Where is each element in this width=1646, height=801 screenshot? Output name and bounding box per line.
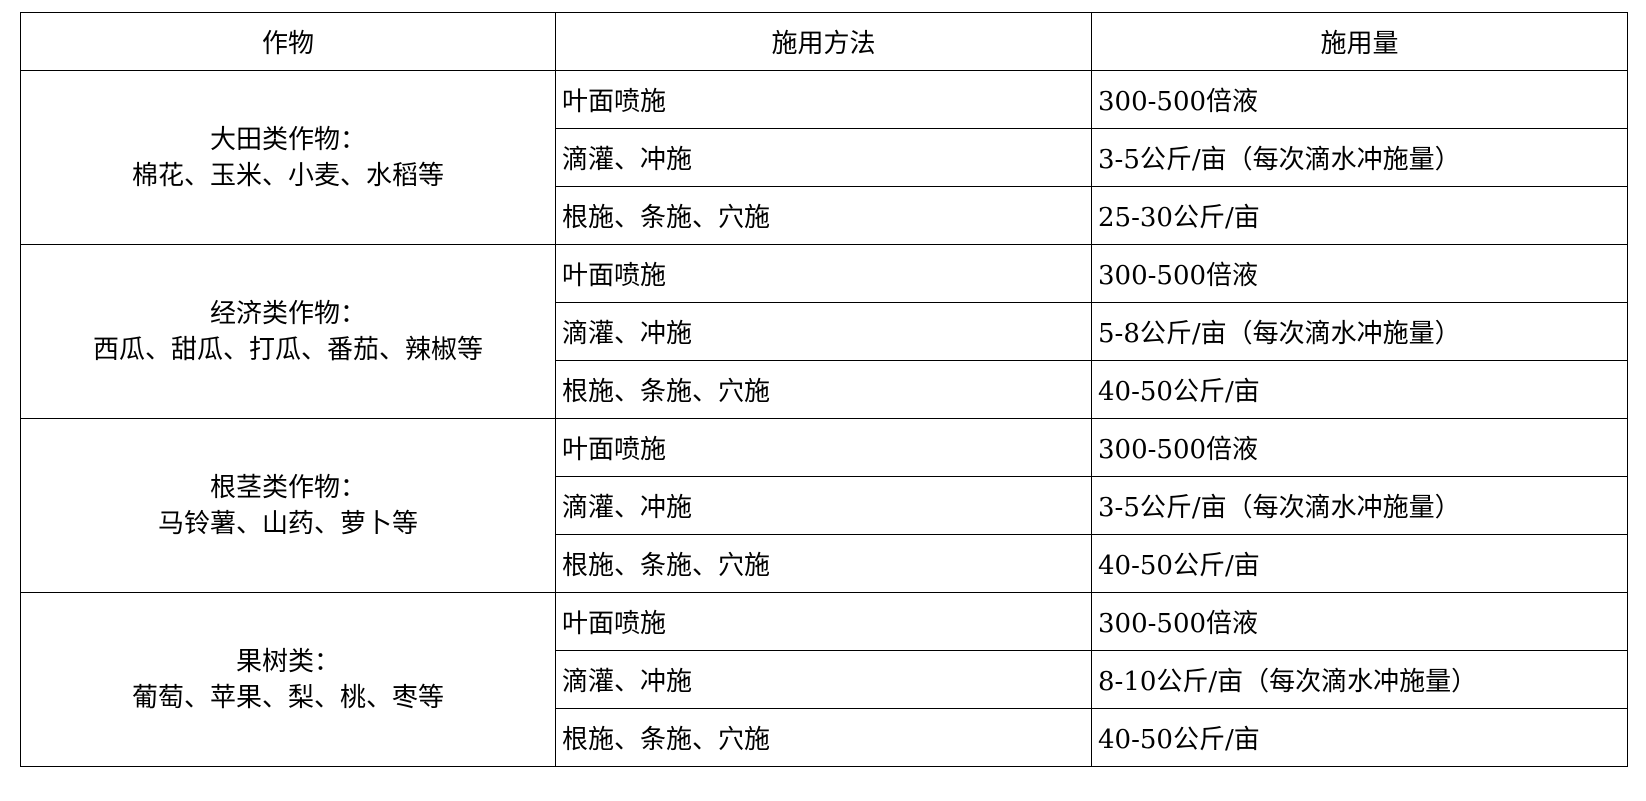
crop-examples: 棉花、玉米、小麦、水稻等 xyxy=(131,160,444,191)
method-cell: 滴灌、冲施 xyxy=(555,128,1092,187)
amount-cell: 40-50公斤/亩 xyxy=(1091,708,1628,767)
crop-category: 大田类作物： xyxy=(209,124,366,155)
method-cell: 叶面喷施 xyxy=(555,244,1092,303)
crop-cell: 经济类作物： 西瓜、甜瓜、打瓜、番茄、辣椒等 xyxy=(20,244,556,419)
method-cell: 叶面喷施 xyxy=(555,592,1092,651)
method-cell: 根施、条施、穴施 xyxy=(555,186,1092,245)
amount-cell: 300-500倍液 xyxy=(1091,70,1628,129)
crop-cell: 果树类： 葡萄、苹果、梨、桃、枣等 xyxy=(20,592,556,767)
table-row: 经济类作物： 西瓜、甜瓜、打瓜、番茄、辣椒等 叶面喷施 300-500倍液 xyxy=(20,244,1628,419)
table-row: 大田类作物： 棉花、玉米、小麦、水稻等 叶面喷施 300-500倍液 xyxy=(20,70,1628,245)
table-row: 果树类： 葡萄、苹果、梨、桃、枣等 叶面喷施 300-500倍液 xyxy=(20,592,1628,767)
table-row: 根茎类作物： 马铃薯、山药、萝卜等 叶面喷施 300-500倍液 xyxy=(20,418,1628,593)
crop-category: 经济类作物： xyxy=(209,298,366,329)
method-cell: 根施、条施、穴施 xyxy=(555,534,1092,593)
table-row: 滴灌、冲施 8-10公斤/亩（每次滴水冲施量） xyxy=(21,650,1628,709)
crop-category: 根茎类作物： xyxy=(209,472,366,503)
crop-examples: 马铃薯、山药、萝卜等 xyxy=(157,508,418,539)
crop-cell: 大田类作物： 棉花、玉米、小麦、水稻等 xyxy=(20,70,556,245)
amount-cell: 40-50公斤/亩 xyxy=(1091,534,1628,593)
method-cell: 叶面喷施 xyxy=(555,418,1092,477)
crop-examples: 西瓜、甜瓜、打瓜、番茄、辣椒等 xyxy=(92,334,483,365)
table-row: 根施、条施、穴施 40-50公斤/亩 xyxy=(21,708,1628,767)
amount-cell: 40-50公斤/亩 xyxy=(1091,360,1628,419)
method-cell: 根施、条施、穴施 xyxy=(555,360,1092,419)
amount-cell: 5-8公斤/亩（每次滴水冲施量） xyxy=(1091,302,1628,361)
amount-cell: 8-10公斤/亩（每次滴水冲施量） xyxy=(1091,650,1628,709)
table-row: 根施、条施、穴施 40-50公斤/亩 xyxy=(21,534,1628,593)
header-row: 作物 施用方法 施用量 xyxy=(20,12,1628,71)
amount-cell: 300-500倍液 xyxy=(1091,592,1628,651)
header-crop: 作物 xyxy=(20,12,556,71)
method-cell: 滴灌、冲施 xyxy=(555,302,1092,361)
amount-cell: 3-5公斤/亩（每次滴水冲施量） xyxy=(1091,476,1628,535)
header-method: 施用方法 xyxy=(555,12,1092,71)
method-cell: 滴灌、冲施 xyxy=(555,476,1092,535)
method-cell: 根施、条施、穴施 xyxy=(555,708,1092,767)
method-cell: 滴灌、冲施 xyxy=(555,650,1092,709)
crop-cell: 根茎类作物： 马铃薯、山药、萝卜等 xyxy=(20,418,556,593)
amount-cell: 25-30公斤/亩 xyxy=(1091,186,1628,245)
crop-examples: 葡萄、苹果、梨、桃、枣等 xyxy=(131,682,444,713)
crop-category: 果树类： xyxy=(235,646,340,677)
amount-cell: 3-5公斤/亩（每次滴水冲施量） xyxy=(1091,128,1628,187)
fertilizer-application-table: 作物 施用方法 施用量 大田类作物： 棉花、玉米、小麦、水稻等 叶面喷施 300-50… xyxy=(20,12,1628,767)
table-row: 滴灌、冲施 3-5公斤/亩（每次滴水冲施量） xyxy=(21,476,1628,535)
amount-cell: 300-500倍液 xyxy=(1091,418,1628,477)
table-row: 滴灌、冲施 3-5公斤/亩（每次滴水冲施量） xyxy=(21,128,1628,187)
header-amount: 施用量 xyxy=(1091,12,1628,71)
table-row: 滴灌、冲施 5-8公斤/亩（每次滴水冲施量） xyxy=(21,302,1628,361)
amount-cell: 300-500倍液 xyxy=(1091,244,1628,303)
method-cell: 叶面喷施 xyxy=(555,70,1092,129)
